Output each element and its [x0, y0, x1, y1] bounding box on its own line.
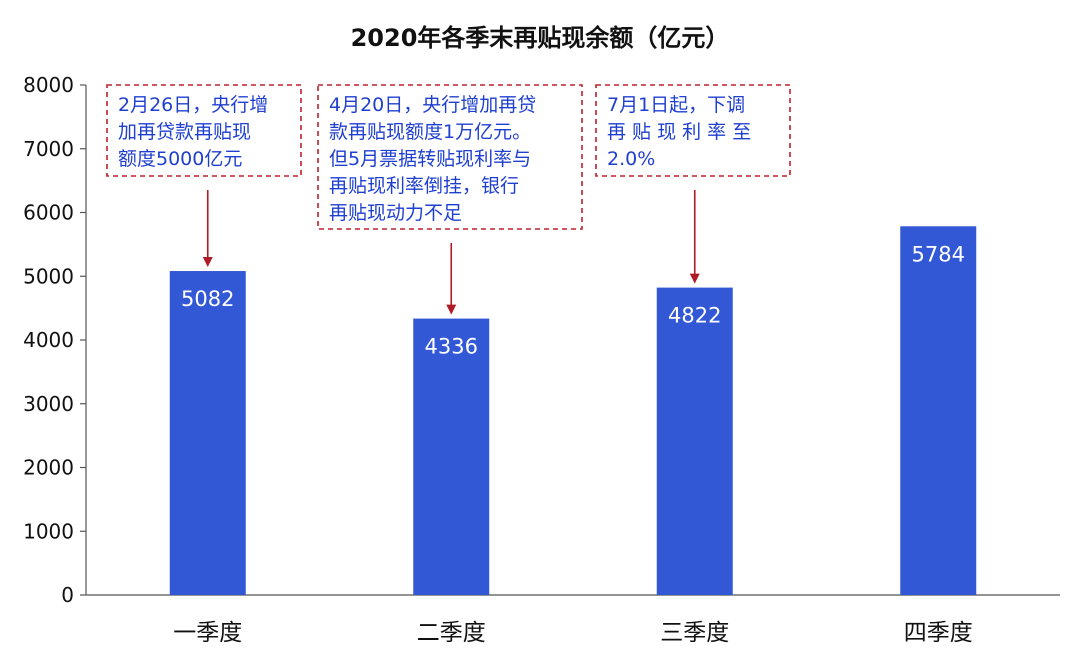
bar-value-label: 4336	[425, 335, 478, 359]
bar	[169, 271, 246, 595]
annotation-arrowhead	[202, 257, 213, 268]
y-tick-label: 6000	[23, 201, 74, 225]
annotation-box	[595, 84, 791, 177]
annotation-text-line: 款再贴现额度1万亿元。	[329, 121, 531, 143]
annotations: 2月26日，央行增加再贷款再贴现额度5000亿元4月20日，央行增加再贷款再贴现…	[106, 84, 791, 315]
bar	[900, 226, 977, 595]
bar-value-label: 5082	[181, 287, 234, 311]
annotation-text-line: 7月1日起，下调	[607, 94, 745, 116]
annotation-text-line: 4月20日，央行增加再贷	[329, 94, 536, 116]
y-tick-label: 0	[61, 583, 74, 607]
annotation: 4月20日，央行增加再贷款再贴现额度1万亿元。但5月票据转贴现利率与再贴现利率倒…	[317, 84, 583, 315]
x-tick-label: 一季度	[173, 620, 242, 646]
annotation-text-line: 2月26日，央行增	[118, 94, 268, 116]
annotation: 7月1日起，下调再 贴 现 利 率 至 2.0%	[595, 84, 791, 284]
x-tick-label: 二季度	[417, 620, 486, 646]
y-axis: 0 1000 2000 3000 4000 5000 6000 7000 8000	[23, 73, 87, 607]
annotation-text-line: 额度5000亿元	[118, 148, 242, 170]
bar-value-label: 5784	[912, 242, 965, 266]
annotation-text-line: 2.0%	[607, 148, 655, 170]
y-tick-label: 2000	[23, 456, 74, 480]
annotation-box	[317, 84, 583, 230]
x-tick-label: 三季度	[660, 620, 729, 646]
x-axis: 一季度 二季度 三季度 四季度	[86, 594, 1060, 646]
annotation-arrowhead	[446, 304, 457, 315]
annotation-arrowhead	[689, 273, 700, 284]
bar	[413, 318, 490, 595]
bar	[656, 287, 733, 595]
annotation-text-line: 再贴现动力不足	[329, 202, 462, 224]
y-tick-label: 1000	[23, 519, 74, 543]
y-tick-label: 5000	[23, 264, 74, 288]
annotation-text-line: 再 贴 现 利 率 至	[607, 121, 751, 143]
annotation-text-line: 加再贷款再贴现	[118, 121, 251, 143]
y-tick-label: 7000	[23, 137, 74, 161]
annotation-box	[106, 84, 302, 177]
chart-title: 2020年各季末再贴现余额（亿元）	[351, 24, 730, 52]
y-tick-label: 4000	[23, 328, 74, 352]
annotation-text-line: 再贴现利率倒挂，银行	[329, 175, 519, 197]
x-tick-label: 四季度	[904, 620, 973, 646]
y-tick-label: 8000	[23, 73, 74, 97]
annotation-text-line: 但5月票据转贴现利率与	[329, 148, 531, 170]
y-tick-label: 3000	[23, 392, 74, 416]
bar-value-label: 4822	[668, 304, 721, 328]
bar-series: 5082 4336 4822 5784	[169, 226, 977, 595]
